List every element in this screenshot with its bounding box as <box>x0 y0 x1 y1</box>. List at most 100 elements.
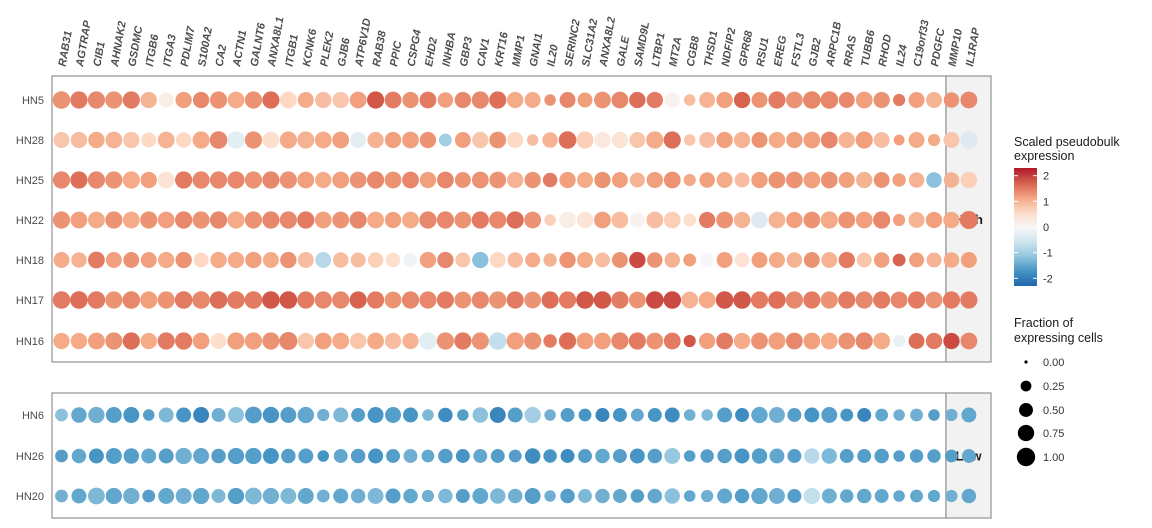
dot <box>471 332 489 350</box>
dot <box>211 408 226 422</box>
dot <box>281 448 296 464</box>
dot <box>787 408 802 422</box>
gene-label: ITGB6 <box>144 33 162 68</box>
dot <box>122 171 140 189</box>
dot <box>52 211 71 229</box>
gene-label: SAMD9L <box>632 21 652 68</box>
dot <box>436 332 455 350</box>
dot <box>349 211 367 229</box>
dot <box>943 211 960 229</box>
dot <box>332 291 350 309</box>
dot <box>873 132 890 148</box>
dot <box>716 252 733 268</box>
dot <box>192 291 210 309</box>
dot <box>332 252 349 268</box>
dot <box>874 489 889 503</box>
dot <box>175 488 192 504</box>
color-legend-label: 2 <box>1043 171 1049 183</box>
dot <box>87 291 106 309</box>
dot <box>820 91 839 109</box>
dot <box>227 171 245 189</box>
dot <box>349 332 367 350</box>
dot <box>926 252 942 268</box>
dot <box>332 332 350 350</box>
dot <box>768 171 786 189</box>
dot <box>611 291 629 309</box>
dot <box>698 291 716 309</box>
dot <box>893 334 906 348</box>
dot <box>646 332 664 350</box>
gene-label: C19orf33 <box>912 19 932 67</box>
size-legend-title-1: Fraction of <box>1014 316 1074 330</box>
dot <box>87 91 106 109</box>
dot <box>70 211 88 229</box>
dot <box>210 251 227 269</box>
dot <box>88 406 105 424</box>
dot <box>838 92 855 108</box>
dot <box>751 252 768 268</box>
dot <box>856 171 873 189</box>
dot <box>663 171 681 189</box>
dot <box>105 332 123 350</box>
dot <box>874 448 889 464</box>
dot <box>875 408 889 422</box>
dot <box>663 211 681 229</box>
dot <box>734 488 750 504</box>
gene-label: LTBP1 <box>650 32 668 68</box>
dot <box>333 407 349 423</box>
dot <box>175 132 192 148</box>
size-legend-label: 0.75 <box>1043 428 1064 440</box>
gene-label: FSTL3 <box>790 32 808 67</box>
dot <box>384 332 402 350</box>
gene-label: GJB2 <box>807 37 824 67</box>
dot <box>856 252 872 268</box>
dot <box>471 291 489 309</box>
dot <box>384 291 402 309</box>
dot <box>820 291 838 309</box>
dot <box>769 448 785 464</box>
dot <box>88 211 105 229</box>
dot <box>751 171 768 189</box>
dot <box>140 91 157 109</box>
dot <box>629 132 646 148</box>
gene-label: RSU1 <box>755 37 772 68</box>
dot <box>683 213 697 227</box>
dot <box>314 291 332 309</box>
dot <box>367 332 384 350</box>
gene-label: IL20 <box>545 43 561 68</box>
dot <box>908 172 925 188</box>
dot <box>297 211 315 229</box>
dot <box>611 332 629 350</box>
dot <box>630 489 645 503</box>
dot <box>751 448 768 464</box>
dot <box>454 291 472 309</box>
dot <box>122 291 141 309</box>
dot <box>577 172 593 188</box>
dot <box>490 449 505 463</box>
dot <box>734 448 750 464</box>
dot <box>157 171 175 189</box>
dot <box>55 449 68 463</box>
sample-label: HN20 <box>16 491 44 503</box>
dot <box>890 291 908 309</box>
gene-label: INHBA <box>441 31 459 67</box>
dot <box>943 92 960 108</box>
dot <box>488 332 507 350</box>
dot <box>367 131 384 149</box>
dot <box>768 252 785 268</box>
dot <box>699 92 716 108</box>
dot <box>873 252 890 268</box>
sample-label: HN26 <box>16 451 44 463</box>
dot <box>856 488 872 504</box>
dot <box>873 291 891 309</box>
dot <box>910 489 923 503</box>
dot <box>314 131 332 149</box>
dot <box>437 92 454 108</box>
dot <box>123 487 140 505</box>
dot <box>577 92 593 108</box>
sample-label: HN16 <box>16 336 44 348</box>
dot <box>175 91 192 109</box>
dot <box>158 92 174 108</box>
